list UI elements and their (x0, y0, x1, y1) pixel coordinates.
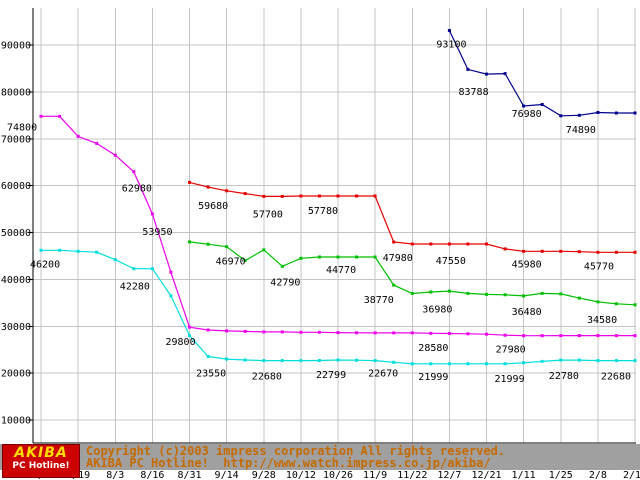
x-tick-label: 12/7 (437, 470, 461, 480)
price-label: 21999 (495, 374, 525, 385)
x-tick-label: 8/31 (177, 470, 201, 480)
price-label: 93100 (436, 40, 466, 51)
copyright-strip: Copyright (c)2003 impress corporation Al… (0, 444, 640, 470)
y-tick-label: 10000 (1, 416, 31, 427)
price-label: 22780 (549, 371, 579, 382)
x-tick-label: 10/12 (286, 470, 316, 480)
logo-akiba-text: AKIBA (14, 445, 68, 461)
logo-pc-hotline-text: PC Hotline! (12, 461, 70, 471)
series-green (188, 240, 637, 307)
x-tick-label: 2/15 (623, 470, 640, 480)
x-tick-label: 11/9 (363, 470, 387, 480)
price-label: 28580 (418, 343, 448, 354)
y-tick-label: 90000 (1, 41, 31, 52)
price-label: 42790 (270, 277, 300, 288)
y-tick-label: 20000 (1, 369, 31, 380)
price-label: 59680 (198, 201, 228, 212)
price-label: 62980 (122, 184, 152, 195)
price-label: 83788 (459, 87, 489, 98)
price-label: 57780 (308, 206, 338, 217)
price-label: 74890 (566, 125, 596, 136)
x-tick-label: 9/14 (215, 470, 239, 480)
series-red (188, 180, 637, 254)
price-label: 76980 (512, 109, 542, 120)
price-label: 27980 (496, 345, 526, 356)
price-label: 22670 (368, 369, 398, 380)
price-label: 57700 (253, 209, 283, 220)
series-blue (447, 29, 637, 118)
x-tick-label: 1/11 (512, 470, 536, 480)
x-axis-labels: 7/67/198/38/168/319/149/2810/1210/2611/9… (32, 470, 640, 480)
price-label: 47550 (436, 256, 466, 267)
price-label: 46200 (30, 259, 60, 270)
x-tick-label: 8/16 (140, 470, 164, 480)
price-label: 23550 (196, 369, 226, 380)
price-label: 34580 (587, 315, 617, 326)
y-tick-label: 40000 (1, 275, 31, 286)
price-label: 36980 (422, 305, 452, 316)
x-tick-label: 12/21 (471, 470, 501, 480)
y-axis-labels: 90000 80000 70000 60000 50000 40000 30000 20000… (1, 41, 31, 427)
price-label: 44770 (326, 265, 356, 276)
y-tick-label: 50000 (1, 228, 31, 239)
price-label: 21999 (418, 372, 448, 383)
price-label: 22680 (601, 372, 631, 383)
x-tick-label: 9/28 (252, 470, 276, 480)
x-tick-label: 2/8 (589, 470, 607, 480)
price-label: 22799 (316, 370, 346, 381)
akiba-pc-hotline-logo: AKIBA PC Hotline! (2, 444, 80, 478)
x-tick-label: 10/26 (323, 470, 353, 480)
price-label: 38770 (364, 295, 394, 306)
copyright-text: Copyright (c)2003 impress corporation Al… (86, 444, 506, 458)
price-label: 45980 (512, 259, 542, 270)
axes (28, 8, 636, 444)
data-labels: 74800 62980 53950 29800 28580 27980 46200 42280… (7, 40, 631, 385)
price-label: 42280 (120, 282, 150, 293)
series-magenta (39, 114, 637, 338)
site-url-text: AKIBA PC Hotline! http://www.watch.impre… (86, 456, 491, 470)
price-label: 36480 (512, 307, 542, 318)
price-label: 45770 (584, 261, 614, 272)
price-label: 29800 (166, 337, 196, 348)
series-cyan (39, 248, 637, 366)
x-tick-label: 1/25 (549, 470, 573, 480)
gridlines (33, 8, 636, 443)
price-label: 22680 (252, 372, 282, 383)
y-tick-label: 70000 (1, 134, 31, 145)
x-tick-label: 8/3 (106, 470, 124, 480)
price-label: 46970 (216, 257, 246, 268)
price-label: 53950 (142, 227, 172, 238)
price-label: 74800 (7, 122, 37, 133)
y-tick-label: 30000 (1, 322, 31, 333)
x-tick-label: 11/22 (397, 470, 427, 480)
y-tick-label: 80000 (1, 87, 31, 98)
y-tick-label: 60000 (1, 181, 31, 192)
price-label: 47980 (383, 253, 413, 264)
